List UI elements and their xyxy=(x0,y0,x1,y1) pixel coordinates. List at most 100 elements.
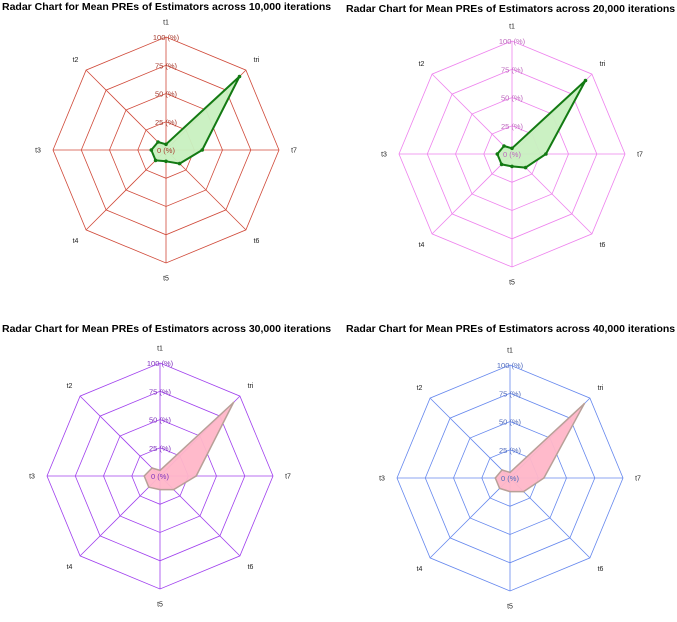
ring-label: 50 (%) xyxy=(501,94,524,103)
axis-label-t3: t3 xyxy=(379,476,385,483)
data-point-t4 xyxy=(153,158,158,163)
axis-label-t5: t5 xyxy=(509,280,515,287)
axis-label-t2: t2 xyxy=(417,385,423,392)
axis-label-t5: t5 xyxy=(157,602,163,609)
data-point-t3 xyxy=(494,477,497,479)
ring-label: 100 (%) xyxy=(147,359,174,368)
axis-label-t1: t1 xyxy=(509,24,515,31)
data-point-t6 xyxy=(523,165,528,170)
axis-label-t7: t7 xyxy=(285,474,291,481)
ring-label: 100 (%) xyxy=(153,33,180,42)
data-point-t1 xyxy=(164,142,168,147)
ring-label: 0 (%) xyxy=(503,150,521,159)
data-point-t3 xyxy=(495,152,500,156)
radar-chart-1: Radar Chart for Mean PREs of Estimators … xyxy=(2,1,331,283)
axis-label-t1: t1 xyxy=(507,348,513,355)
data-point-t5 xyxy=(509,490,511,493)
data-point-tri xyxy=(232,401,235,404)
axis-label-t5: t5 xyxy=(507,604,513,611)
ring-label: 50 (%) xyxy=(499,418,522,427)
ring-label: 0 (%) xyxy=(157,146,175,155)
axis-label-t6: t6 xyxy=(600,242,606,249)
axis-label-t7: t7 xyxy=(291,148,297,155)
axis-label-t1: t1 xyxy=(163,20,169,27)
data-point-t1 xyxy=(159,469,161,472)
ring-label: 75 (%) xyxy=(499,389,522,398)
data-point-t7 xyxy=(544,152,548,156)
ring-label: 25 (%) xyxy=(499,446,522,455)
data-point-t2 xyxy=(151,467,153,469)
axis-label-t2: t2 xyxy=(419,61,425,68)
chart-title: Radar Chart for Mean PREs of Estimators … xyxy=(2,323,331,335)
data-point-t4 xyxy=(499,162,504,167)
ring-label: 0 (%) xyxy=(501,474,519,483)
axis-label-t4: t4 xyxy=(417,566,423,573)
data-point-tri xyxy=(583,78,588,83)
axis-label-t7: t7 xyxy=(637,152,643,159)
data-point-t6 xyxy=(177,161,182,166)
axis-label-tri: tri xyxy=(248,383,254,390)
axis-label-tri: tri xyxy=(598,385,604,392)
data-point-t5 xyxy=(159,488,161,491)
data-point-t7 xyxy=(543,477,545,479)
ring-label: 25 (%) xyxy=(149,444,172,453)
radar-chart-4: Radar Chart for Mean PREs of Estimators … xyxy=(346,323,675,611)
ring-label: 25 (%) xyxy=(501,122,524,131)
grid-spoke xyxy=(85,149,167,231)
data-point-t2 xyxy=(156,140,160,144)
chart-title: Radar Chart for Mean PREs of Estimators … xyxy=(346,323,675,335)
ring-label: 25 (%) xyxy=(155,118,178,127)
axis-label-t4: t4 xyxy=(419,242,425,249)
radar-chart-3: Radar Chart for Mean PREs of Estimators … xyxy=(2,323,331,609)
grid-spoke xyxy=(431,153,513,235)
ring-label: 75 (%) xyxy=(501,65,524,74)
axis-label-t4: t4 xyxy=(67,564,73,571)
axis-label-t3: t3 xyxy=(29,474,35,481)
grid-spoke xyxy=(431,73,513,155)
ring-label: 75 (%) xyxy=(155,61,178,70)
ring-label: 50 (%) xyxy=(155,90,178,99)
data-point-t6 xyxy=(172,488,175,491)
grid-spoke xyxy=(79,395,161,477)
data-point-t3 xyxy=(149,148,154,152)
data-point-tri xyxy=(237,74,242,79)
axis-label-t3: t3 xyxy=(35,148,41,155)
ring-label: 50 (%) xyxy=(149,416,172,425)
axis-label-t5: t5 xyxy=(163,276,169,283)
axis-label-t7: t7 xyxy=(635,476,641,483)
data-point-t4 xyxy=(498,487,501,490)
data-point-t2 xyxy=(502,144,506,148)
axis-label-t1: t1 xyxy=(157,346,163,353)
ring-label: 0 (%) xyxy=(151,472,169,481)
ring-label: 100 (%) xyxy=(497,361,524,370)
data-point-t7 xyxy=(200,148,204,152)
radar-chart-2: Radar Chart for Mean PREs of Estimators … xyxy=(346,3,675,287)
data-point-t2 xyxy=(501,469,503,471)
data-point-t3 xyxy=(143,475,146,477)
axis-label-t6: t6 xyxy=(598,566,604,573)
data-point-t5 xyxy=(164,159,168,164)
data-point-tri xyxy=(583,402,586,405)
grid-spoke xyxy=(429,477,511,559)
ring-label: 100 (%) xyxy=(499,37,526,46)
grid-spoke xyxy=(429,397,511,479)
data-point-t1 xyxy=(510,146,514,151)
chart-title: Radar Chart for Mean PREs of Estimators … xyxy=(2,1,331,13)
axis-label-t6: t6 xyxy=(248,564,254,571)
axis-label-t2: t2 xyxy=(73,57,79,64)
grid-spoke xyxy=(85,69,167,151)
axis-label-tri: tri xyxy=(600,61,606,68)
axis-label-t4: t4 xyxy=(73,238,79,245)
axis-label-t2: t2 xyxy=(67,383,73,390)
ring-label: 75 (%) xyxy=(149,387,172,396)
data-point-t7 xyxy=(195,475,198,477)
axis-label-t6: t6 xyxy=(254,238,260,245)
axis-label-t3: t3 xyxy=(381,152,387,159)
data-point-t1 xyxy=(509,471,511,474)
data-point-t6 xyxy=(522,490,525,493)
data-point-t4 xyxy=(147,486,150,489)
chart-title: Radar Chart for Mean PREs of Estimators … xyxy=(346,3,675,15)
data-point-t5 xyxy=(510,164,514,169)
grid-spoke xyxy=(79,475,161,557)
